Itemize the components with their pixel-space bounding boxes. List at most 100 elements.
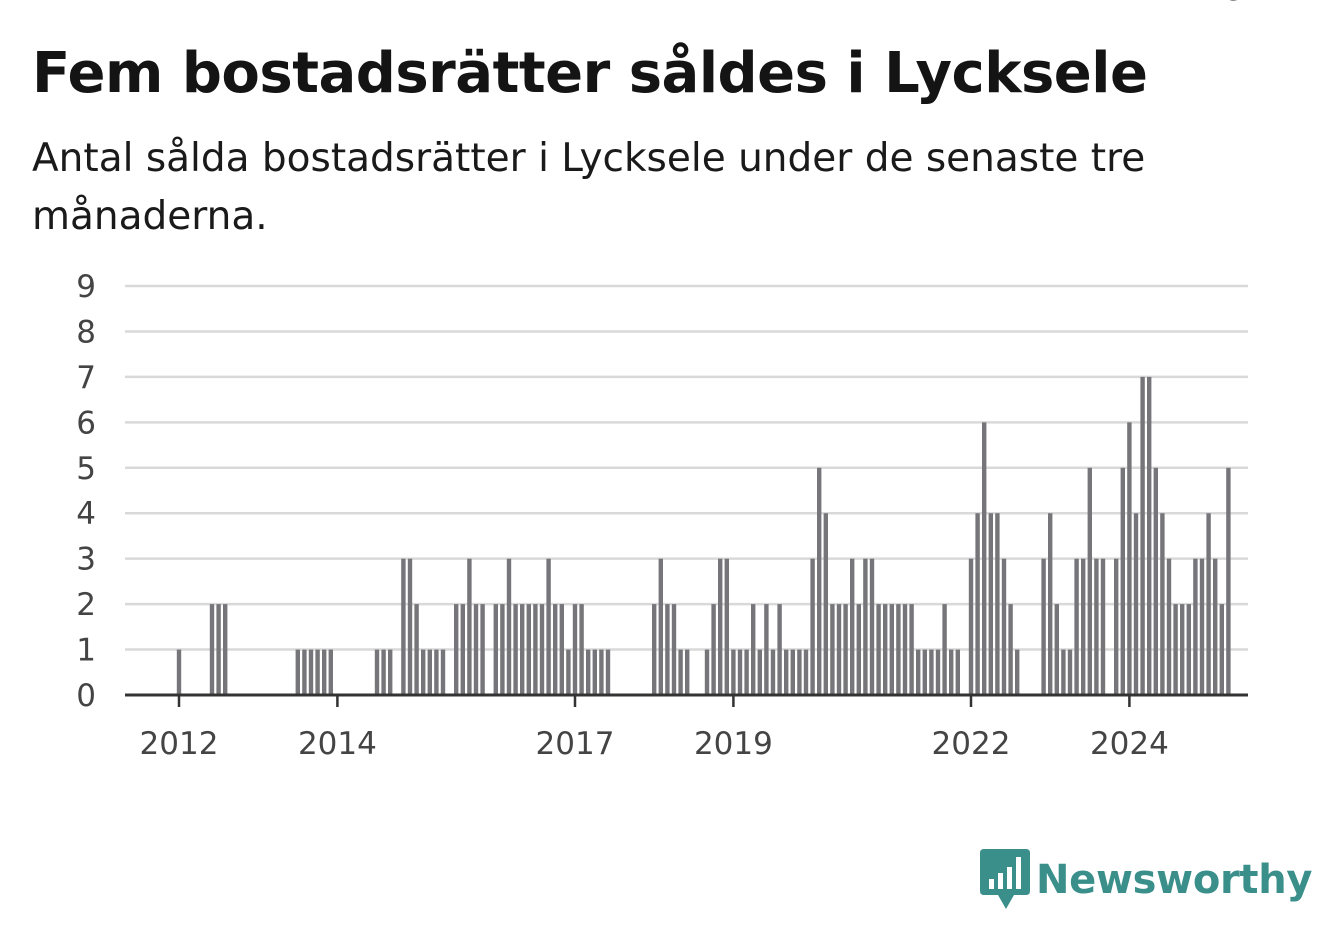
bar (803, 649, 809, 695)
bar (658, 558, 663, 695)
bar (566, 649, 571, 695)
bar (216, 604, 221, 695)
y-tick-label: 1 (76, 633, 96, 669)
chart-title: Fem bostadsrätter såldes i Lycksele (32, 41, 1148, 106)
bar (421, 649, 426, 695)
bar (942, 604, 947, 695)
bar (454, 604, 459, 695)
y-tick-label: 9 (76, 269, 96, 305)
bar (652, 604, 657, 695)
bar (381, 649, 386, 695)
bar (1166, 558, 1172, 695)
bar (1213, 558, 1218, 695)
bar (427, 649, 432, 695)
y-tick-label: 0 (76, 678, 96, 714)
bar (493, 604, 498, 695)
bar (388, 649, 393, 695)
y-tick-label: 3 (76, 542, 96, 578)
bar (724, 558, 729, 695)
bar (526, 604, 531, 695)
bar (737, 649, 743, 695)
bar (764, 604, 769, 695)
bar (869, 558, 875, 695)
bar (757, 649, 762, 695)
bar (599, 649, 604, 695)
bar (718, 558, 723, 695)
bar (473, 604, 479, 695)
bar (308, 649, 314, 695)
bar (922, 649, 927, 695)
axes: 0 1 2 3 4 5 6 7 8 9 5 2012 2014 2017 2019 2022 2024 (76, 0, 1248, 762)
bar (223, 604, 228, 695)
bar (209, 604, 215, 695)
newsworthy-brand: Newsworthy (980, 848, 1313, 912)
bar (850, 558, 855, 695)
bar (434, 649, 439, 695)
x-tick-label: 2019 (694, 726, 773, 762)
bar (810, 558, 815, 695)
bar (1120, 467, 1125, 695)
bar (902, 604, 908, 695)
bar (935, 649, 941, 695)
bar (440, 649, 446, 695)
bar (407, 558, 413, 695)
bar (836, 604, 842, 695)
x-tick-label: 2017 (536, 726, 615, 762)
bars (176, 376, 1231, 695)
bar (896, 604, 901, 695)
bar (467, 558, 472, 695)
bar (876, 604, 881, 695)
bar (579, 604, 584, 695)
bar (513, 604, 518, 695)
bar (929, 649, 934, 695)
bar (1226, 467, 1231, 695)
bar (1173, 604, 1178, 695)
bar (295, 649, 300, 695)
bar (830, 604, 835, 695)
bar (1008, 604, 1013, 695)
x-tick-label: 2024 (1090, 726, 1169, 762)
x-tick-label: 2022 (932, 726, 1011, 762)
bar (374, 649, 380, 695)
bar (955, 649, 960, 695)
bar (1193, 558, 1198, 695)
bar (315, 649, 320, 695)
bar (1114, 558, 1119, 695)
bar (520, 604, 525, 695)
chart-subtitle: Antal sålda bostadsrätter i Lycksele und… (32, 136, 1146, 239)
bar (843, 604, 848, 695)
bar (1160, 513, 1165, 695)
bar (731, 649, 736, 695)
bar (414, 604, 419, 695)
bar (401, 558, 406, 695)
y-tick-label: 7 (76, 360, 96, 396)
bar (302, 649, 307, 695)
bar (1067, 649, 1073, 695)
bar (823, 513, 828, 695)
bar (1186, 604, 1191, 695)
bar (671, 604, 677, 695)
bar (797, 649, 802, 695)
bar (665, 604, 670, 695)
bar (1094, 558, 1099, 695)
bar (605, 649, 611, 695)
bar (1100, 558, 1106, 695)
bar (1001, 558, 1007, 695)
gridlines (125, 284, 1248, 651)
bar (790, 649, 795, 695)
bar (863, 558, 868, 695)
bar (982, 422, 987, 695)
bar (704, 649, 710, 695)
bar (1081, 558, 1086, 695)
bar (817, 467, 822, 695)
bar (586, 649, 591, 695)
bar (328, 649, 333, 695)
bar (995, 513, 1000, 695)
bar (678, 649, 683, 695)
bar (539, 604, 545, 695)
y-tick-label: 8 (76, 314, 96, 350)
bar (1180, 604, 1185, 695)
bar (500, 604, 505, 695)
bar (1048, 513, 1053, 695)
